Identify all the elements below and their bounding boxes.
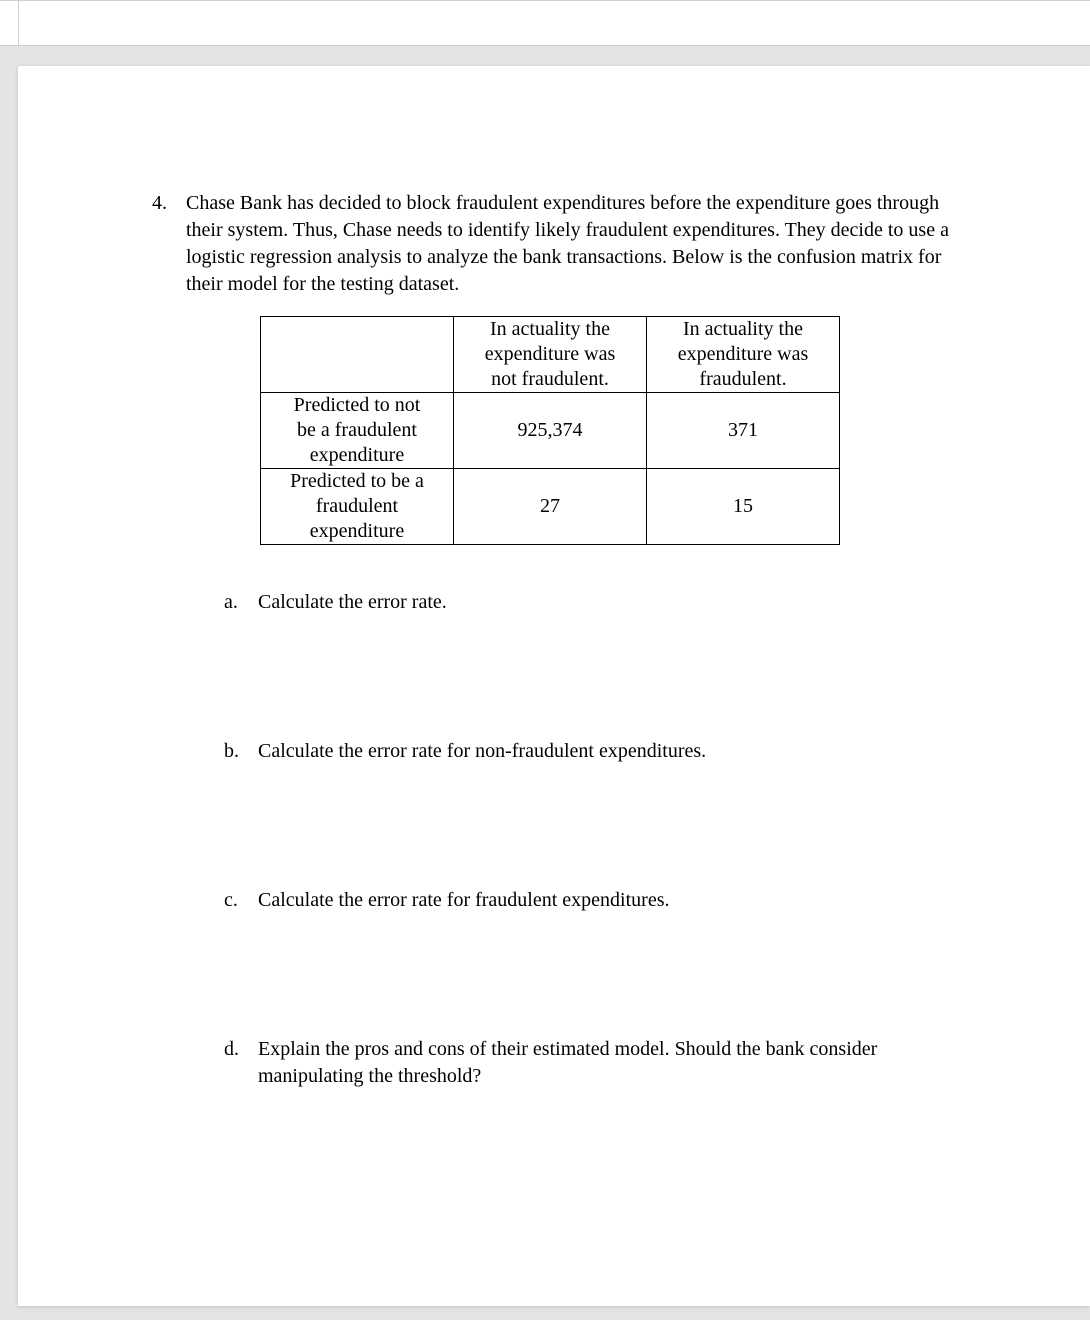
document-page: 4. Chase Bank has decided to block fraud…	[18, 66, 1090, 1306]
subpart-text: Calculate the error rate for fraudulent …	[258, 887, 972, 914]
subpart-letter: c.	[224, 887, 258, 914]
subpart-text: Calculate the error rate.	[258, 589, 972, 616]
table-cell: 371	[647, 393, 840, 469]
subpart-letter: d.	[224, 1036, 258, 1063]
viewport: 4. Chase Bank has decided to block fraud…	[0, 0, 1090, 1320]
table-col-header: In actuality the expenditure was fraudul…	[647, 317, 840, 393]
confusion-matrix-wrap: In actuality the expenditure was not fra…	[260, 316, 972, 545]
col-header-line: expenditure was	[485, 343, 616, 365]
subpart-letter: b.	[224, 738, 258, 765]
table-row: In actuality the expenditure was not fra…	[261, 317, 840, 393]
subparts-list: a. Calculate the error rate. b. Calculat…	[224, 589, 972, 1090]
row-header-line: fraudulent	[316, 495, 398, 517]
col-header-line: expenditure was	[678, 343, 809, 365]
row-header-line: Predicted to not	[294, 394, 421, 416]
question-number: 4.	[152, 190, 186, 217]
list-item: b. Calculate the error rate for non-frau…	[224, 738, 972, 765]
question-row: 4. Chase Bank has decided to block fraud…	[152, 190, 972, 298]
row-header-line: be a fraudulent	[297, 419, 417, 441]
table-cell: 27	[454, 469, 647, 545]
table-col-header: In actuality the expenditure was not fra…	[454, 317, 647, 393]
list-item: a. Calculate the error rate.	[224, 589, 972, 616]
table-cell: 15	[647, 469, 840, 545]
col-header-line: In actuality the	[683, 318, 803, 340]
table-row-header: Predicted to be a fraudulent expenditure	[261, 469, 454, 545]
list-item: c. Calculate the error rate for fraudule…	[224, 887, 972, 914]
col-header-line: not fraudulent.	[491, 368, 609, 390]
table-cell: 925,374	[454, 393, 647, 469]
row-header-line: Predicted to be a	[290, 470, 424, 492]
table-row-header: Predicted to not be a fraudulent expendi…	[261, 393, 454, 469]
subpart-text: Explain the pros and cons of their estim…	[258, 1036, 972, 1090]
table-row: Predicted to not be a fraudulent expendi…	[261, 393, 840, 469]
list-item: d. Explain the pros and cons of their es…	[224, 1036, 972, 1090]
toolbar-strip	[0, 0, 1090, 46]
subpart-text: Calculate the error rate for non-fraudul…	[258, 738, 972, 765]
confusion-matrix-table: In actuality the expenditure was not fra…	[260, 316, 840, 545]
col-header-line: In actuality the	[490, 318, 610, 340]
row-header-line: expenditure	[310, 444, 404, 466]
content-area: 4. Chase Bank has decided to block fraud…	[152, 190, 972, 1090]
col-header-line: fraudulent.	[699, 368, 786, 390]
subpart-letter: a.	[224, 589, 258, 616]
table-corner-cell	[261, 317, 454, 393]
question-prompt: Chase Bank has decided to block fraudule…	[186, 190, 972, 298]
table-row: Predicted to be a fraudulent expenditure…	[261, 469, 840, 545]
row-header-line: expenditure	[310, 520, 404, 542]
